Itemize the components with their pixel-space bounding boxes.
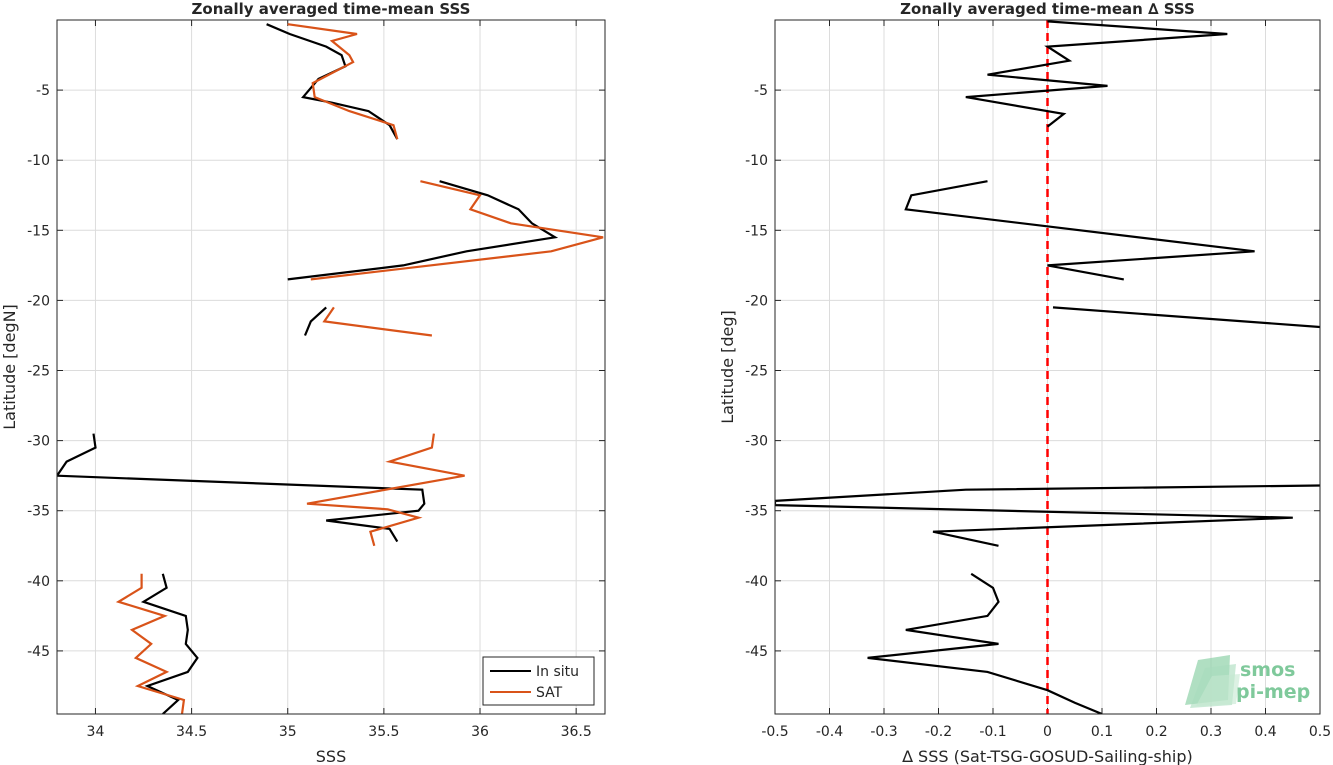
- y-tick-label: -30: [745, 434, 768, 450]
- series-line-sat-segment-3: [322, 306, 433, 337]
- y-tick-label: -45: [27, 644, 50, 660]
- x-tick-label: -0.4: [816, 724, 843, 740]
- axes-frame: [56, 19, 606, 715]
- x-tick-label: -0.2: [925, 724, 952, 740]
- legend: In situ SAT: [482, 656, 595, 706]
- y-tick-label: -15: [27, 223, 50, 239]
- legend-label-in-situ: In situ: [536, 664, 579, 680]
- y-tick-label: -5: [754, 83, 768, 99]
- y-tick-label: -20: [27, 293, 50, 309]
- x-tick-label: 0.4: [1254, 724, 1276, 740]
- series-line-sat-segment-5: [115, 573, 186, 714]
- series-line-delta-sss-segment-5: [867, 572, 1103, 714]
- x-tick-label: 0.1: [1091, 724, 1113, 740]
- y-tick-label: -10: [27, 153, 50, 169]
- right-y-axis-label: Latitude [deg]: [718, 310, 737, 424]
- series-line-in-situ-segment-2: [287, 180, 559, 281]
- y-tick-label: -5: [36, 83, 50, 99]
- left-panel: 34 34.5 35 35.5 36 36.5 -5 -10 -15 -20 -25 -30 -35 -4…: [0, 0, 606, 765]
- series-line-sat-segment-1: [287, 23, 399, 140]
- right-chart-title: Zonally averaged time-mean ∆ SSS: [900, 0, 1195, 18]
- y-tick-label: -40: [745, 574, 768, 590]
- x-tick-label: 0.5: [1309, 724, 1331, 740]
- y-tick-label: -45: [745, 644, 768, 660]
- y-tick-label: -25: [745, 364, 768, 380]
- y-tick-label: -35: [27, 504, 50, 520]
- right-panel: -0.5 -0.4 -0.3 -0.2 -0.1 0 0.1 0.2 0.3 0.4 0.5 -5 -1…: [718, 0, 1331, 765]
- x-tick-label: 0: [1043, 724, 1052, 740]
- series-line-in-situ-segment-5: [140, 573, 199, 714]
- logo-text-smos: smos: [1240, 659, 1295, 681]
- series-line-delta-sss-segment-3: [1052, 306, 1320, 329]
- y-tick-label: -40: [27, 574, 50, 590]
- x-tick-label: -0.3: [870, 724, 897, 740]
- x-tick-label: 34: [87, 724, 105, 740]
- y-tick-label: -35: [745, 504, 768, 520]
- series-line-delta-sss-segment-2: [904, 180, 1255, 281]
- y-tick-label: -15: [745, 223, 768, 239]
- series-line-sat-segment-2: [310, 180, 604, 281]
- axes-frame: [774, 19, 1321, 715]
- y-tick-label: -25: [27, 364, 50, 380]
- left-x-axis-label: SSS: [316, 747, 346, 765]
- x-tick-label: 35: [279, 724, 297, 740]
- x-tick-label: 36: [471, 724, 489, 740]
- x-tick-label: 0.2: [1145, 724, 1167, 740]
- series-line-in-situ-segment-4: [57, 433, 426, 543]
- logo-text-pi-mep: pi-mep: [1236, 681, 1310, 703]
- logo-mark-icon: [1185, 655, 1240, 708]
- right-x-axis-label: ∆ SSS (Sat-TSG-GOSUD-Sailing-ship): [901, 747, 1192, 765]
- series-line-delta-sss-segment-4: [775, 484, 1320, 547]
- y-tick-label: -10: [745, 153, 768, 169]
- plot-area: [57, 20, 605, 714]
- x-tick-label: -0.1: [979, 724, 1006, 740]
- legend-box: [482, 656, 595, 706]
- x-tick-label: 0.3: [1200, 724, 1222, 740]
- series-line-delta-sss-segment-1: [965, 20, 1228, 128]
- series-line-in-situ-segment-3: [303, 306, 327, 336]
- y-tick-label: -20: [745, 293, 768, 309]
- left-y-axis-label: Latitude [degN]: [0, 304, 19, 430]
- legend-label-sat: SAT: [536, 685, 563, 701]
- left-chart-title: Zonally averaged time-mean SSS: [192, 0, 471, 18]
- smos-pi-mep-logo: smos pi-mep: [1185, 655, 1310, 708]
- x-tick-label: 35.5: [368, 724, 399, 740]
- series-line-sat-segment-4: [306, 433, 465, 547]
- x-tick-label: 34.5: [176, 724, 207, 740]
- x-tick-label: 36.5: [561, 724, 592, 740]
- y-tick-label: -30: [27, 434, 50, 450]
- x-tick-label: -0.5: [761, 724, 788, 740]
